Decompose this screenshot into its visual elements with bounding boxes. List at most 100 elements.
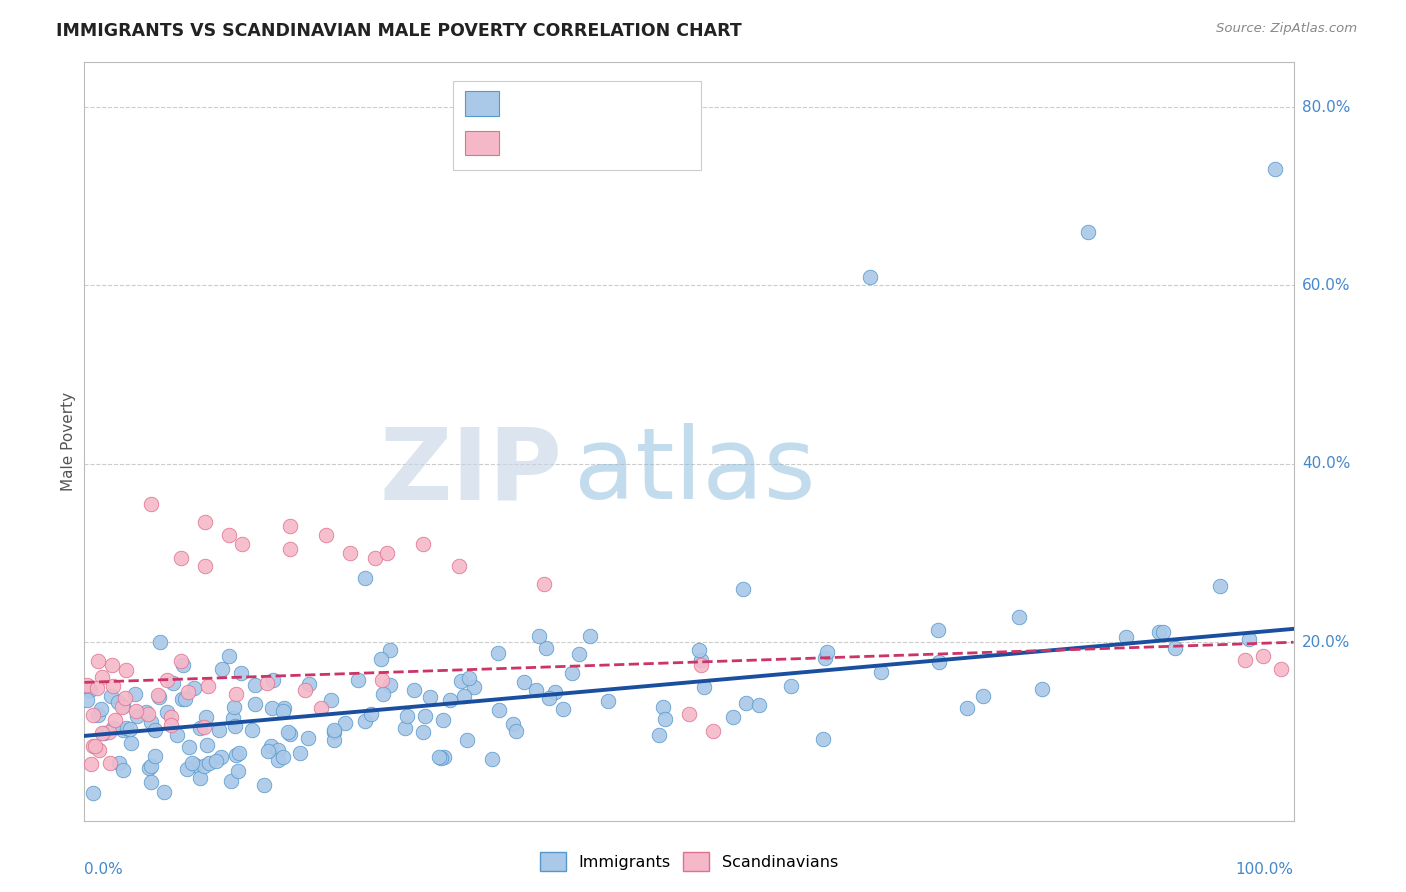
Point bbox=[107, 695, 129, 709]
Point bbox=[859, 269, 882, 284]
Point bbox=[143, 748, 166, 763]
Point bbox=[439, 693, 461, 707]
Point bbox=[112, 763, 135, 777]
Point bbox=[1031, 682, 1053, 697]
Point bbox=[315, 528, 337, 542]
Point bbox=[814, 651, 837, 665]
Point bbox=[267, 742, 290, 756]
Point bbox=[780, 679, 803, 693]
Point bbox=[141, 759, 163, 773]
Point bbox=[174, 692, 197, 706]
Text: ZIP: ZIP bbox=[380, 424, 562, 520]
Point bbox=[79, 682, 101, 697]
Point bbox=[156, 673, 179, 687]
Point bbox=[394, 721, 416, 735]
Point bbox=[225, 748, 247, 763]
Point bbox=[927, 624, 949, 638]
Point bbox=[1270, 662, 1292, 676]
Point bbox=[257, 744, 280, 758]
Point bbox=[256, 676, 278, 690]
Point bbox=[688, 643, 710, 657]
Point bbox=[319, 693, 342, 707]
Point bbox=[1147, 624, 1170, 639]
Point bbox=[1264, 162, 1286, 177]
Point bbox=[86, 654, 108, 668]
Text: 60.0%: 60.0% bbox=[1302, 278, 1350, 293]
Point bbox=[170, 692, 193, 706]
Point bbox=[172, 658, 194, 673]
Text: 100.0%: 100.0% bbox=[1236, 863, 1294, 878]
Point bbox=[956, 701, 979, 715]
Point bbox=[231, 537, 253, 551]
Point bbox=[138, 761, 160, 775]
Point bbox=[449, 559, 471, 574]
Text: 151: 151 bbox=[645, 93, 683, 111]
Text: 0.129: 0.129 bbox=[547, 132, 603, 150]
Point bbox=[278, 541, 301, 556]
Point bbox=[1115, 630, 1137, 644]
Point bbox=[412, 724, 434, 739]
Point bbox=[101, 657, 124, 672]
Point bbox=[380, 677, 402, 691]
Point bbox=[363, 550, 385, 565]
Point bbox=[218, 528, 240, 542]
Point bbox=[333, 716, 356, 731]
Text: R =: R = bbox=[510, 93, 548, 111]
Point bbox=[79, 757, 101, 772]
Point bbox=[450, 673, 472, 688]
Point bbox=[278, 519, 301, 533]
Point bbox=[143, 723, 166, 737]
Point bbox=[533, 577, 555, 591]
Point bbox=[86, 681, 108, 695]
Point bbox=[972, 689, 994, 703]
Point bbox=[82, 708, 104, 723]
Point bbox=[524, 683, 547, 698]
Point bbox=[731, 582, 754, 597]
Point bbox=[156, 705, 179, 719]
Point bbox=[502, 717, 524, 731]
Point bbox=[693, 680, 716, 694]
Point bbox=[76, 692, 98, 706]
Point bbox=[298, 677, 321, 691]
Point bbox=[544, 685, 567, 699]
Text: N =: N = bbox=[600, 132, 652, 150]
Point bbox=[90, 702, 112, 716]
Point bbox=[183, 681, 205, 695]
Point bbox=[159, 718, 181, 732]
Point bbox=[170, 654, 193, 668]
Point bbox=[198, 756, 221, 770]
Point bbox=[322, 723, 344, 738]
Point bbox=[86, 708, 108, 723]
Point bbox=[125, 709, 148, 723]
Point bbox=[429, 750, 451, 764]
Point bbox=[561, 666, 583, 681]
Point bbox=[553, 702, 575, 716]
Point bbox=[734, 696, 756, 710]
Text: 55: 55 bbox=[645, 132, 671, 150]
Point bbox=[721, 709, 744, 723]
Point bbox=[114, 721, 136, 735]
Point bbox=[1152, 625, 1174, 640]
Point bbox=[114, 663, 136, 677]
Text: IMMIGRANTS VS SCANDINAVIAN MALE POVERTY CORRELATION CHART: IMMIGRANTS VS SCANDINAVIAN MALE POVERTY … bbox=[56, 22, 742, 40]
Point bbox=[193, 720, 215, 734]
Point bbox=[1237, 632, 1260, 646]
Text: 20.0%: 20.0% bbox=[1302, 635, 1350, 649]
Text: 40.0%: 40.0% bbox=[1302, 457, 1350, 471]
Point bbox=[231, 666, 253, 681]
Point bbox=[371, 673, 394, 687]
Text: N =: N = bbox=[600, 93, 652, 111]
Point bbox=[118, 722, 141, 736]
Point bbox=[188, 721, 211, 735]
Point bbox=[413, 709, 436, 723]
Point bbox=[456, 732, 478, 747]
Point bbox=[110, 699, 132, 714]
Point bbox=[486, 646, 509, 660]
Point bbox=[1209, 579, 1232, 593]
Point bbox=[297, 731, 319, 745]
Point bbox=[538, 691, 561, 706]
Point bbox=[208, 723, 231, 737]
FancyBboxPatch shape bbox=[465, 130, 499, 155]
Point bbox=[596, 694, 619, 708]
Point bbox=[149, 635, 172, 649]
